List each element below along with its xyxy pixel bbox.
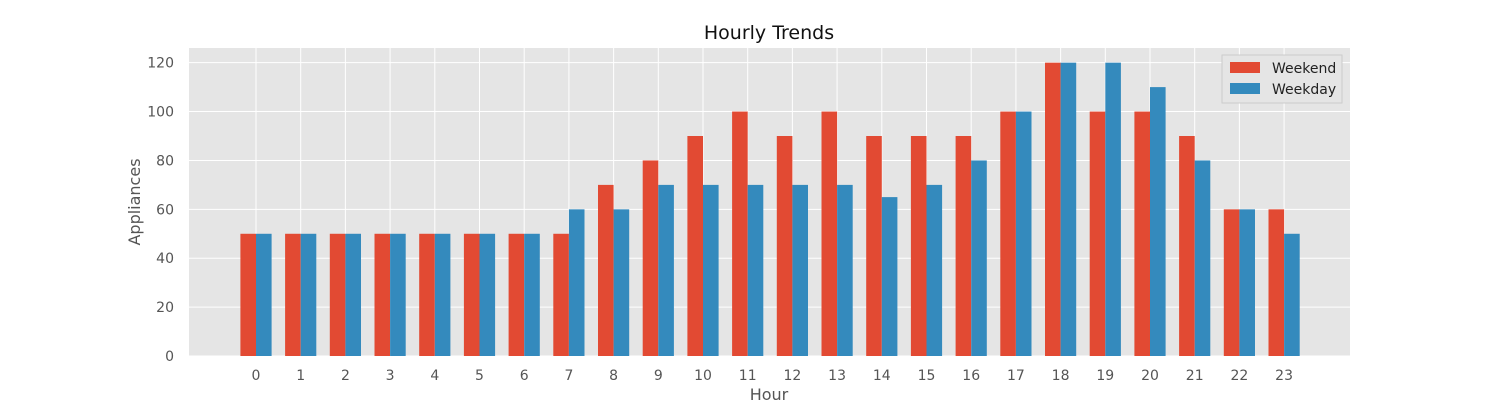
y-tick-label: 0 [165,349,174,365]
bar-weekday-9 [658,184,674,356]
legend: Weekend Weekday [1221,54,1343,104]
legend-swatch-weekday [1230,83,1260,94]
x-tick-label: 22 [1230,368,1248,384]
bar-weekday-15 [926,184,943,356]
y-tick-label: 100 [147,105,174,121]
x-tick-label: 11 [739,368,757,384]
bar-weekday-7 [568,209,585,356]
bar-weekend-0 [240,233,256,356]
bars [240,62,1300,357]
x-tick-label: 3 [386,368,395,384]
plot-background [189,48,1350,356]
bar-weekday-19 [1105,62,1121,357]
x-tick-label: 23 [1275,368,1293,384]
bar-weekend-8 [598,184,614,356]
x-tick-label: 19 [1096,368,1114,384]
bar-weekend-1 [285,233,301,356]
bar-weekend-15 [910,136,927,356]
bar-weekend-21 [1179,136,1195,356]
x-tick-label: 8 [609,368,618,384]
bar-weekday-4 [434,233,451,356]
x-tick-label: 10 [694,368,712,384]
bar-weekday-21 [1194,160,1211,356]
x-tick-label: 6 [520,368,529,384]
bar-weekday-18 [1060,62,1077,357]
bar-weekend-9 [642,160,659,356]
bar-weekday-5 [479,233,496,356]
bar-weekend-14 [866,136,882,356]
x-tick-label: 2 [341,368,350,384]
bar-weekday-6 [524,233,540,356]
y-tick-label: 20 [156,300,174,316]
bar-weekday-10 [703,184,719,356]
x-tick-label: 9 [654,368,663,384]
y-tick-label: 60 [156,202,174,218]
bar-weekend-20 [1134,111,1150,356]
bar-weekday-20 [1150,87,1166,356]
bar-weekend-22 [1223,209,1240,356]
bar-weekday-3 [390,233,406,356]
bar-weekday-17 [1015,111,1032,356]
chart-title: Hourly Trends [704,22,834,44]
x-tick-label: 12 [783,368,801,384]
bar-weekday-23 [1284,233,1300,356]
bar-weekend-3 [374,233,391,356]
y-axis-label: Appliances [125,158,144,245]
bar-weekday-22 [1239,209,1255,356]
x-tick-label: 20 [1141,368,1159,384]
bar-weekday-0 [256,233,272,356]
bar-weekend-11 [732,111,748,356]
x-tick-label: 13 [828,368,846,384]
x-tick-label: 4 [430,368,439,384]
bar-weekend-5 [463,233,480,356]
x-tick-labels: 0 1 2 3 4 5 6 7 8 9 10 11 12 13 14 15 16 17 18 19 20 21 22 23 [252,368,1293,384]
x-tick-label: 5 [475,368,484,384]
x-tick-label: 15 [918,368,936,384]
bar-weekday-8 [613,209,630,356]
x-tick-label: 16 [962,368,980,384]
x-tick-label: 7 [564,368,573,384]
x-axis-label: Hour [750,385,789,400]
x-tick-label: 1 [296,368,305,384]
bar-weekend-6 [508,233,525,356]
bar-weekday-16 [971,160,987,356]
bar-weekend-16 [955,136,972,356]
y-tick-label: 40 [156,251,174,267]
x-tick-label: 21 [1186,368,1204,384]
bar-weekend-18 [1045,62,1061,357]
bar-weekend-19 [1089,111,1106,356]
legend-box [1221,54,1343,104]
bar-weekend-7 [553,233,569,356]
legend-label-weekend: Weekend [1272,61,1336,77]
bar-weekend-10 [687,136,703,356]
legend-swatch-weekend [1230,62,1260,73]
y-tick-labels: 0 20 40 60 80 100 120 [147,56,174,365]
x-tick-label: 17 [1007,368,1025,384]
bar-weekend-4 [419,233,435,356]
bar-weekend-2 [329,233,346,356]
bar-weekend-23 [1268,209,1285,356]
bar-weekday-11 [747,184,764,356]
bar-weekend-12 [776,136,793,356]
bar-weekday-1 [300,233,317,356]
bar-weekday-12 [792,184,808,356]
legend-label-weekday: Weekday [1272,82,1336,98]
x-tick-label: 14 [873,368,891,384]
x-tick-label: 18 [1052,368,1070,384]
bar-weekday-14 [881,197,898,356]
y-tick-label: 120 [147,56,174,72]
bar-weekday-13 [837,184,853,356]
x-tick-label: 0 [252,368,261,384]
bar-weekend-17 [1000,111,1016,356]
y-tick-label: 80 [156,153,174,169]
bar-weekend-13 [821,111,838,356]
bar-weekday-2 [345,233,361,356]
